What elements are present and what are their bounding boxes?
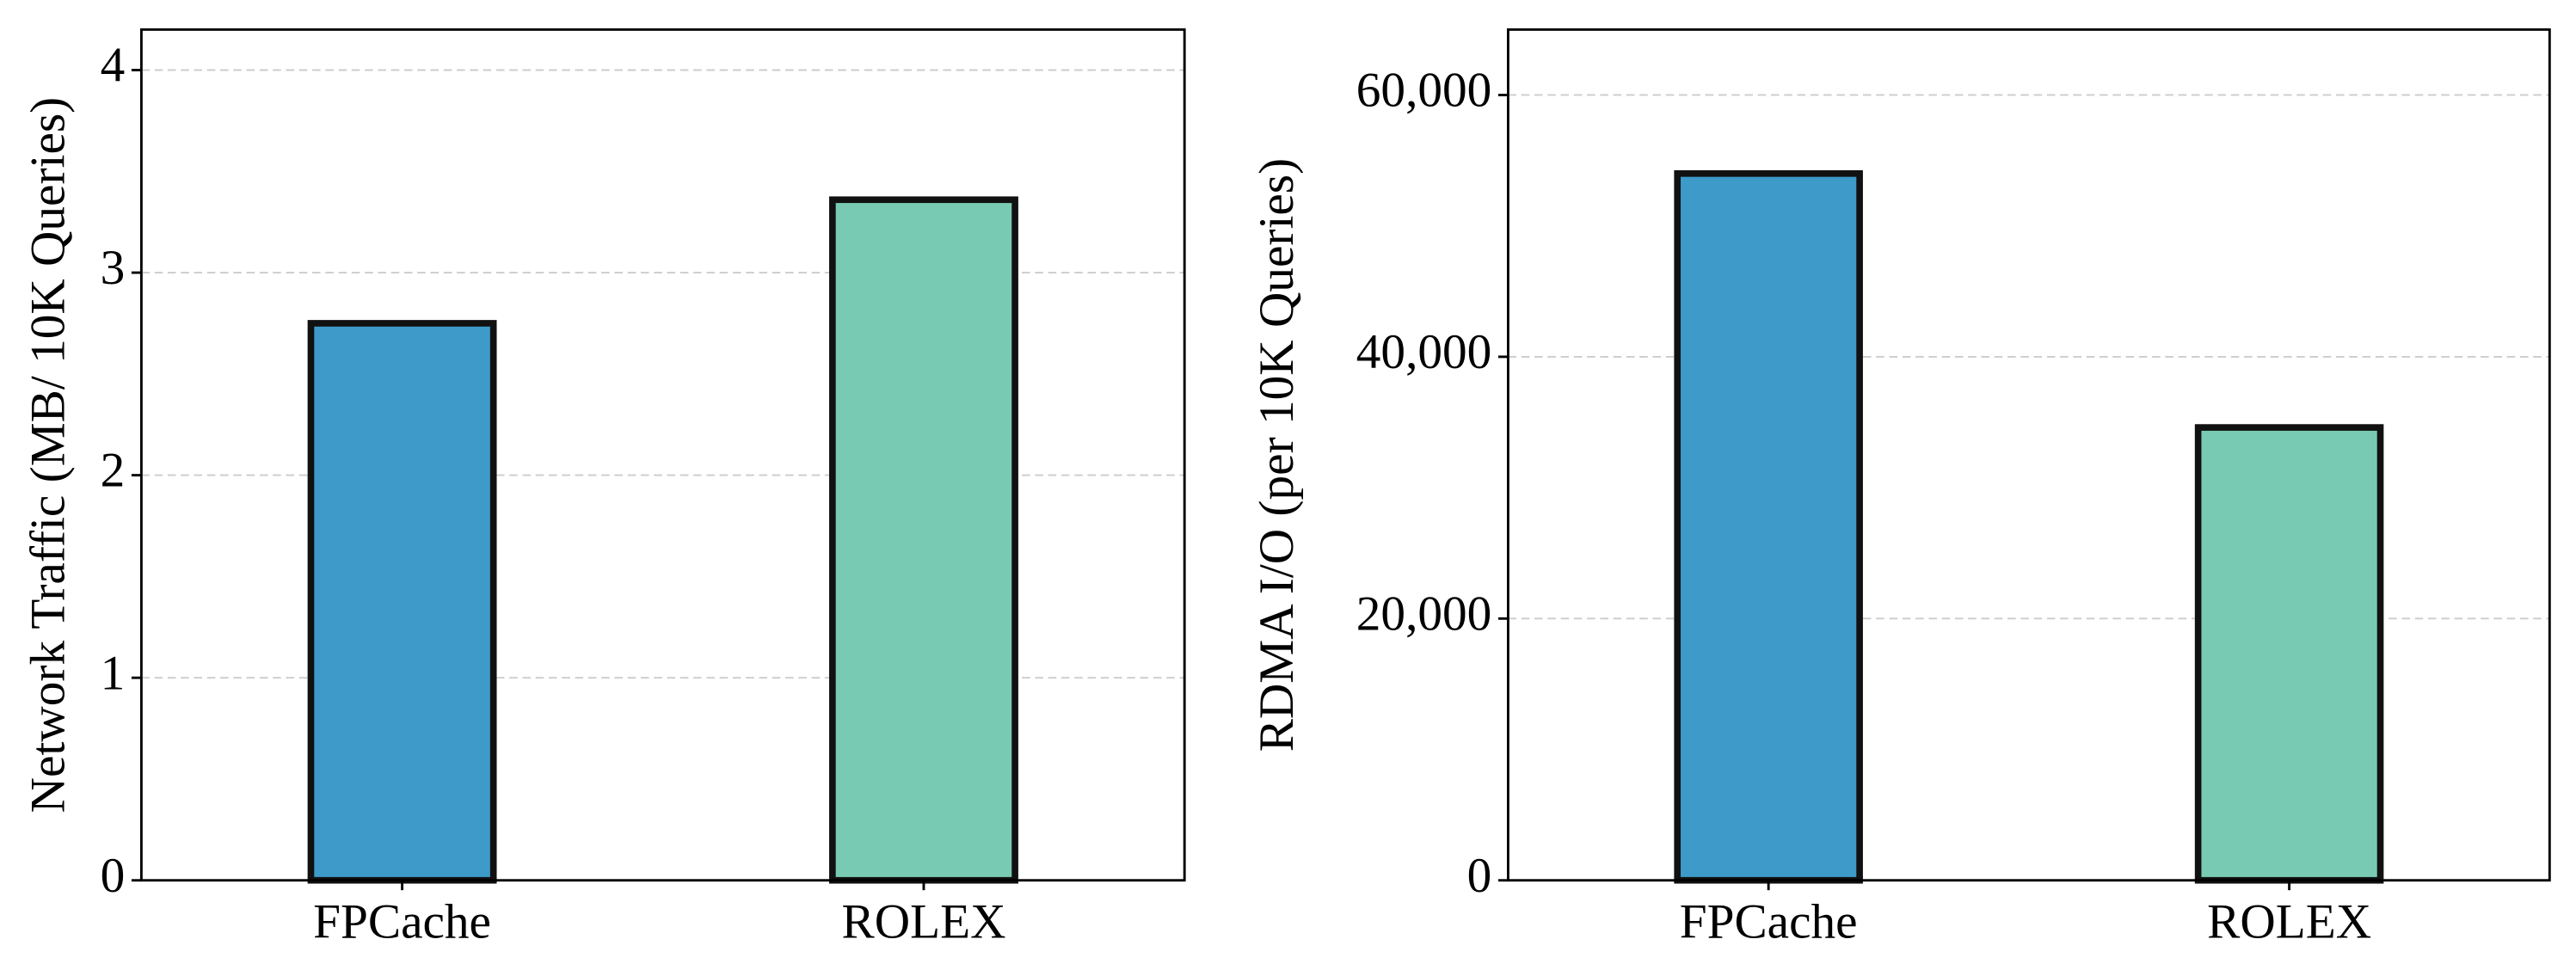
y-tick-label: 60,000 xyxy=(1356,64,1492,118)
y-tick-label: 0 xyxy=(101,849,126,903)
y-axis-label: RDMA I/O (per 10K Queries) xyxy=(1250,158,1304,752)
bar xyxy=(2194,424,2384,884)
y-tick-label: 0 xyxy=(1467,849,1492,903)
y-tick-label: 20,000 xyxy=(1356,586,1492,641)
x-tick-label: FPCache xyxy=(1680,894,1858,949)
bar xyxy=(307,320,497,884)
y-tick-label: 3 xyxy=(101,241,126,295)
y-tick-label: 1 xyxy=(101,646,126,700)
axes-frame xyxy=(1506,28,2551,882)
x-tick-label: FPCache xyxy=(313,894,491,949)
y-tick-label: 40,000 xyxy=(1356,325,1492,379)
axes-frame xyxy=(139,28,1186,882)
x-tick-label: ROLEX xyxy=(2207,894,2371,949)
y-tick-label: 2 xyxy=(101,444,126,498)
bar xyxy=(829,196,1018,884)
bar xyxy=(1674,169,1863,884)
y-tick-label: 4 xyxy=(101,39,126,93)
y-axis-label: Network Traffic (MB/ 10K Queries) xyxy=(21,97,75,813)
x-tick-label: ROLEX xyxy=(842,894,1006,949)
